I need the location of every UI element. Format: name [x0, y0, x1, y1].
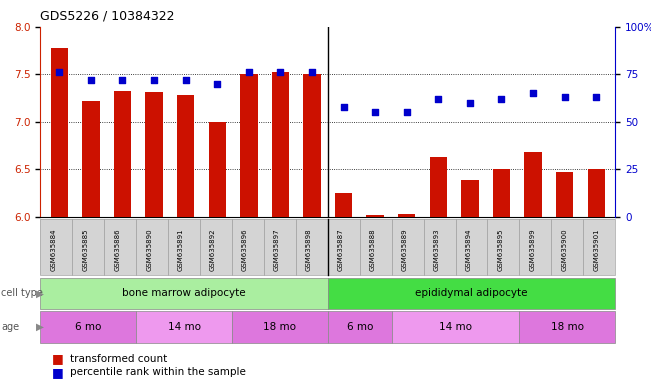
Point [86, 77, 96, 83]
Bar [208, 122, 226, 217]
Bar [51, 48, 68, 217]
Text: GSM635888: GSM635888 [370, 228, 376, 271]
Bar [461, 180, 478, 217]
Point [591, 94, 602, 100]
Text: GSM635892: GSM635892 [210, 228, 216, 271]
Point [433, 96, 443, 102]
Point [496, 96, 506, 102]
Point [243, 70, 254, 76]
Text: 6 mo: 6 mo [75, 322, 102, 332]
Text: GSM635889: GSM635889 [402, 228, 408, 271]
Point [180, 77, 191, 83]
Text: ■: ■ [52, 353, 64, 366]
Text: GSM635901: GSM635901 [593, 228, 599, 271]
Text: GSM635896: GSM635896 [242, 228, 248, 271]
Bar [493, 169, 510, 217]
Bar [525, 152, 542, 217]
Bar [335, 193, 352, 217]
Point [402, 109, 412, 116]
Text: GSM635899: GSM635899 [529, 228, 535, 271]
Point [275, 70, 286, 76]
Bar [367, 215, 384, 217]
Text: 18 mo: 18 mo [551, 322, 584, 332]
Point [465, 100, 475, 106]
Text: GSM635900: GSM635900 [561, 228, 567, 271]
Text: 14 mo: 14 mo [167, 322, 201, 332]
Text: age: age [1, 322, 20, 332]
Point [339, 104, 349, 110]
Text: 6 mo: 6 mo [346, 322, 373, 332]
Text: GSM635893: GSM635893 [434, 228, 439, 271]
Text: 18 mo: 18 mo [264, 322, 296, 332]
Text: percentile rank within the sample: percentile rank within the sample [70, 367, 246, 377]
Text: ▶: ▶ [36, 322, 44, 332]
Text: GSM635890: GSM635890 [146, 228, 152, 271]
Point [54, 70, 64, 76]
Text: GSM635898: GSM635898 [306, 228, 312, 271]
Text: epididymal adipocyte: epididymal adipocyte [415, 288, 528, 298]
Text: GSM635887: GSM635887 [338, 228, 344, 271]
Bar [398, 214, 415, 217]
Text: GSM635891: GSM635891 [178, 228, 184, 271]
Point [117, 77, 128, 83]
Text: GSM635886: GSM635886 [114, 228, 120, 271]
Text: ▶: ▶ [36, 288, 44, 298]
Point [307, 70, 317, 76]
Bar [145, 91, 163, 217]
Point [212, 81, 223, 87]
Bar [82, 101, 100, 217]
Bar [588, 169, 605, 217]
Text: GSM635895: GSM635895 [497, 228, 503, 271]
Text: GSM635897: GSM635897 [274, 228, 280, 271]
Point [528, 90, 538, 96]
Text: cell type: cell type [1, 288, 43, 298]
Bar [430, 157, 447, 217]
Text: transformed count: transformed count [70, 354, 167, 364]
Bar [271, 73, 289, 217]
Text: ■: ■ [52, 366, 64, 379]
Text: GSM635885: GSM635885 [82, 228, 89, 271]
Bar [177, 95, 195, 217]
Text: 14 mo: 14 mo [439, 322, 472, 332]
Point [370, 109, 380, 116]
Text: bone marrow adipocyte: bone marrow adipocyte [122, 288, 246, 298]
Bar [240, 74, 258, 217]
Bar [303, 74, 321, 217]
Point [149, 77, 159, 83]
Bar [556, 172, 574, 217]
Text: GSM635884: GSM635884 [50, 228, 57, 271]
Point [559, 94, 570, 100]
Bar [114, 91, 131, 217]
Text: GDS5226 / 10384322: GDS5226 / 10384322 [40, 10, 175, 23]
Text: GSM635894: GSM635894 [465, 228, 471, 271]
